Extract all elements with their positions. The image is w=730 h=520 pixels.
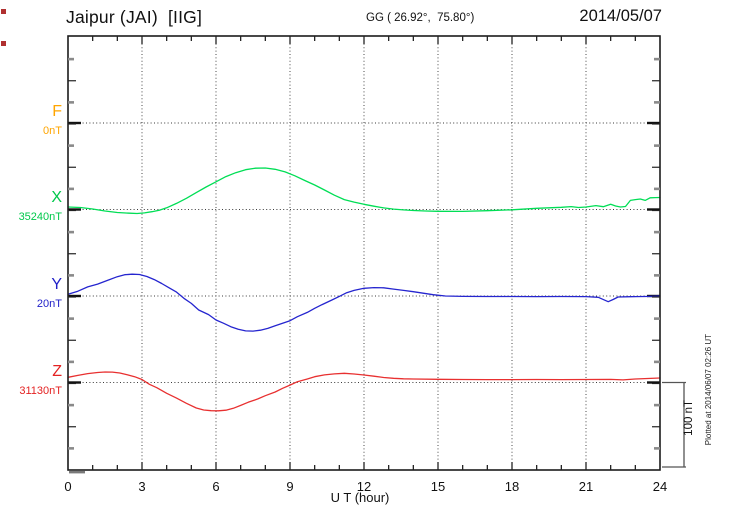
- x-tick-label: 6: [212, 479, 219, 494]
- x-tick-label: 21: [579, 479, 593, 494]
- component-letter-F: F: [52, 103, 62, 120]
- trace-Z: [67, 371, 661, 412]
- x-tick-label: 9: [286, 479, 293, 494]
- bottom-left-data-bar: [69, 470, 85, 474]
- component-label-X: X 35240nT: [0, 190, 62, 223]
- component-letter-X: X: [51, 189, 62, 206]
- plotted-at-note: Plotted at 2014/06/07 02:26 UT: [704, 334, 713, 446]
- edge-artifact-mark: [1, 41, 6, 46]
- component-label-F: F 0nT: [0, 104, 62, 137]
- component-letter-Z: Z: [52, 363, 62, 380]
- grid-layer: [68, 37, 660, 469]
- component-baseline-value-Y: 20nT: [36, 298, 62, 310]
- edge-artifact-mark: [1, 9, 6, 14]
- ut-axis-label: U T (hour): [330, 490, 390, 505]
- trace-Y: [67, 273, 661, 332]
- x-tick-labels: 0 3 6 9 12 15 18 21 24: [64, 479, 667, 494]
- component-baseline-value-X: 35240nT: [18, 211, 62, 223]
- component-baseline-value-Z: 31130nT: [19, 385, 62, 397]
- x-tick-label: 24: [653, 479, 667, 494]
- x-tick-label: 0: [64, 479, 71, 494]
- station-coordinates: GG ( 26.92°, 75.80°): [366, 12, 475, 24]
- page-title: Jaipur (JAI) [IIG]: [66, 7, 203, 27]
- component-label-Z: Z 31130nT: [0, 364, 62, 397]
- plot-date: 2014/05/07: [579, 7, 662, 25]
- component-letter-Y: Y: [51, 276, 62, 293]
- x-tick-label: 18: [505, 479, 519, 494]
- scale-bar: [662, 381, 686, 468]
- trace-X: [67, 167, 661, 215]
- component-baseline-value-F: 0nT: [43, 125, 62, 137]
- x-tick-label: 3: [138, 479, 145, 494]
- trace-layer: [67, 167, 661, 412]
- x-tick-label: 15: [431, 479, 445, 494]
- scale-bar-label: 100 nT: [683, 400, 695, 436]
- x-tick-label: 12: [357, 479, 371, 494]
- ticks-layer: [68, 36, 660, 470]
- component-label-Y: Y 20nT: [0, 277, 62, 310]
